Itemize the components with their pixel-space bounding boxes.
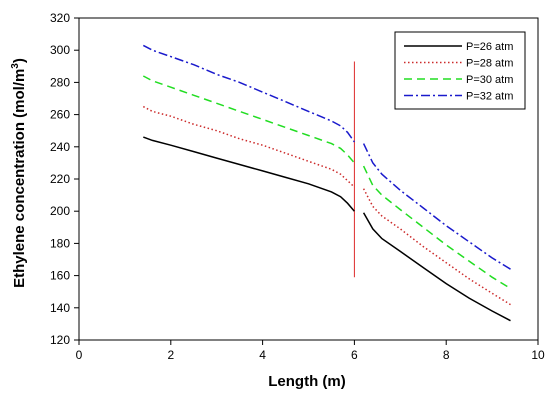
legend: P=26 atm P=28 atm P=30 atm P=32 atm [394,31,526,110]
series-1 [143,136,511,322]
series-line [142,44,356,143]
y-tick-label: 260 [50,108,70,122]
x-tick-label: 0 [76,348,83,362]
legend-items: P=26 atm P=28 atm P=30 atm P=32 atm [404,41,513,103]
x-tick-label: 8 [443,348,450,362]
y-axis-title-close: ) [11,58,28,63]
y-tick-label: 240 [50,140,70,154]
series-line [142,75,355,164]
x-axis-ticks: 0 2 4 6 8 10 [76,340,545,362]
series-line [362,143,511,270]
y-tick-label: 120 [50,333,70,347]
y-axis-title: Ethylene concentration (mol/m3) [10,58,28,288]
y-tick-label: 320 [50,11,70,25]
y-axis-title-superscript: 3 [10,63,21,69]
series-2 [142,105,511,306]
series-line [142,105,355,188]
legend-label: P=32 atm [466,91,513,103]
y-tick-label: 300 [50,43,70,57]
x-axis-title: Length (m) [268,373,345,390]
y-tick-label: 140 [50,301,70,315]
series-3 [142,75,511,290]
x-tick-label: 10 [531,348,545,362]
y-tick-label: 200 [50,204,70,218]
series-4 [142,44,511,270]
y-axis-ticks: 120 140 160 180 200 220 240 260 280 300 320 [50,11,79,347]
y-tick-label: 220 [50,172,70,186]
x-tick-label: 4 [259,348,266,362]
series-line [362,165,511,290]
x-tick-label: 2 [167,348,174,362]
y-tick-label: 280 [50,75,70,89]
legend-label: P=28 atm [466,58,513,70]
series-line [362,212,511,322]
y-axis-title-main: Ethylene concentration (mol/m [11,69,28,288]
y-tick-label: 180 [50,236,70,250]
y-tick-label: 160 [50,269,70,283]
series-layer [142,44,511,322]
legend-label: P=30 atm [466,74,513,86]
x-tick-label: 6 [351,348,358,362]
series-line [143,136,355,212]
legend-label: P=26 atm [466,41,513,53]
series-line [362,188,511,306]
